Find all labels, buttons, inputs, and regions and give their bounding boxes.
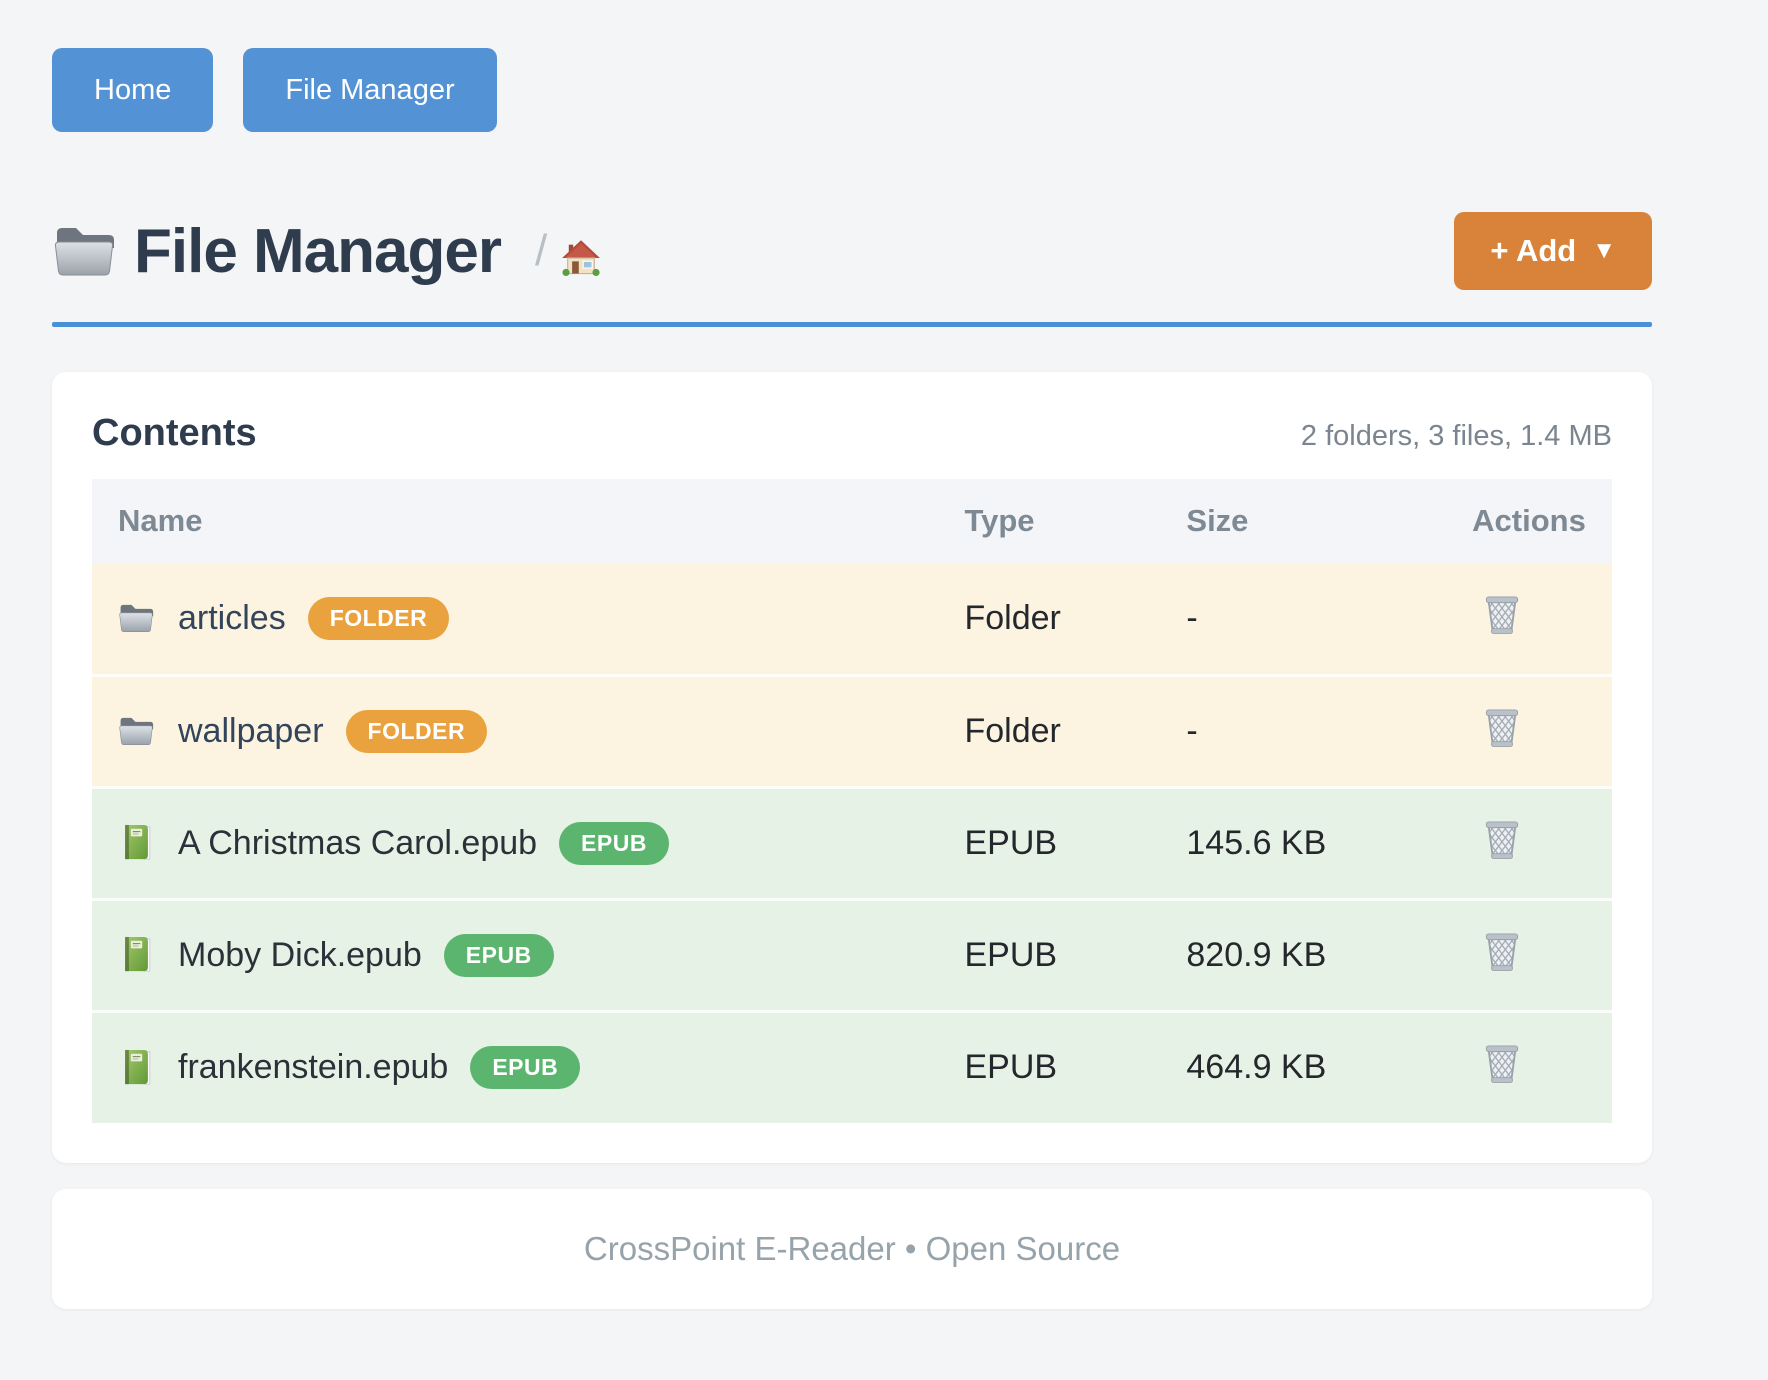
type-cell: Folder xyxy=(964,598,1061,637)
type-badge: EPUB xyxy=(470,1046,581,1090)
type-badge: EPUB xyxy=(443,933,554,977)
contents-summary: 2 folders, 3 files, 1.4 MB xyxy=(1300,420,1612,452)
table-row[interactable]: frankenstein.epub EPUB EPUB 464.9 KB xyxy=(92,1009,1612,1123)
book-icon xyxy=(116,936,156,974)
table-body: articles FOLDER Folder - xyxy=(92,563,1612,1123)
footer-text: CrossPoint E-Reader • Open Source xyxy=(583,1230,1121,1267)
size-cell: 145.6 KB xyxy=(1186,785,1473,899)
top-nav: Home File Manager xyxy=(52,48,1652,132)
breadcrumb-separator: / xyxy=(535,226,548,275)
trash-icon xyxy=(1482,1042,1522,1084)
delete-button[interactable] xyxy=(1482,706,1522,748)
add-button-label: + Add xyxy=(1490,233,1577,268)
type-cell: Folder xyxy=(964,673,1187,787)
folder-icon xyxy=(116,715,156,747)
title-underline xyxy=(52,322,1652,327)
type-badge: FOLDER xyxy=(345,709,488,753)
contents-heading: Contents xyxy=(92,412,257,454)
home-nav-button[interactable]: Home xyxy=(52,48,214,132)
trash-icon xyxy=(1482,706,1522,748)
contents-card: Contents 2 folders, 3 files, 1.4 MB Name… xyxy=(52,372,1652,1163)
file-name[interactable]: frankenstein.epub xyxy=(178,1048,449,1087)
size-cell: - xyxy=(1186,598,1198,637)
table-row[interactable]: articles FOLDER Folder - xyxy=(92,563,1612,675)
size-cell: 820.9 KB xyxy=(1186,897,1473,1011)
table-row[interactable]: wallpaper FOLDER Folder - xyxy=(92,673,1612,787)
size-cell: - xyxy=(1186,673,1473,787)
delete-button[interactable] xyxy=(1482,930,1522,972)
column-header-actions: Actions xyxy=(1472,479,1612,563)
trash-icon xyxy=(1482,593,1522,635)
trash-icon xyxy=(1482,930,1522,972)
file-name[interactable]: articles xyxy=(178,598,286,637)
house-icon[interactable] xyxy=(561,239,601,277)
file-name[interactable]: A Christmas Carol.epub xyxy=(178,823,538,862)
file-manager-nav-button[interactable]: File Manager xyxy=(243,48,497,132)
files-table: Name Type Size Actions articles FOLDER F… xyxy=(92,479,1612,1123)
delete-button[interactable] xyxy=(1482,818,1522,860)
type-badge: EPUB xyxy=(559,821,669,865)
trash-icon xyxy=(1482,818,1522,860)
page-container: Home File Manager File Manager / xyxy=(52,0,1652,1309)
column-header-name: Name xyxy=(92,479,965,563)
type-cell: EPUB xyxy=(964,1009,1187,1123)
book-icon xyxy=(116,824,156,862)
page-header: File Manager / + Add ▼ xyxy=(52,212,1652,290)
delete-button[interactable] xyxy=(1482,1042,1522,1084)
delete-button[interactable] xyxy=(1482,593,1522,635)
size-cell: 464.9 KB xyxy=(1186,1009,1473,1123)
type-cell: EPUB xyxy=(964,897,1187,1011)
add-button[interactable]: + Add ▼ xyxy=(1454,212,1652,290)
table-header-row: Name Type Size Actions xyxy=(92,479,1612,563)
book-icon xyxy=(116,1049,156,1087)
table-row[interactable]: A Christmas Carol.epub EPUB EPUB 145.6 K… xyxy=(92,785,1612,899)
column-header-size: Size xyxy=(1186,479,1473,563)
page-title: File Manager xyxy=(134,216,502,286)
file-name[interactable]: wallpaper xyxy=(178,711,324,750)
folder-icon xyxy=(116,602,156,634)
file-name[interactable]: Moby Dick.epub xyxy=(178,935,422,974)
folder-icon xyxy=(52,223,116,279)
chevron-down-icon: ▼ xyxy=(1592,237,1616,264)
footer: CrossPoint E-Reader • Open Source xyxy=(52,1189,1652,1309)
type-cell: EPUB xyxy=(964,785,1187,899)
type-badge: FOLDER xyxy=(307,596,450,640)
column-header-type: Type xyxy=(964,479,1187,563)
table-row[interactable]: Moby Dick.epub EPUB EPUB 820.9 KB xyxy=(92,897,1612,1011)
